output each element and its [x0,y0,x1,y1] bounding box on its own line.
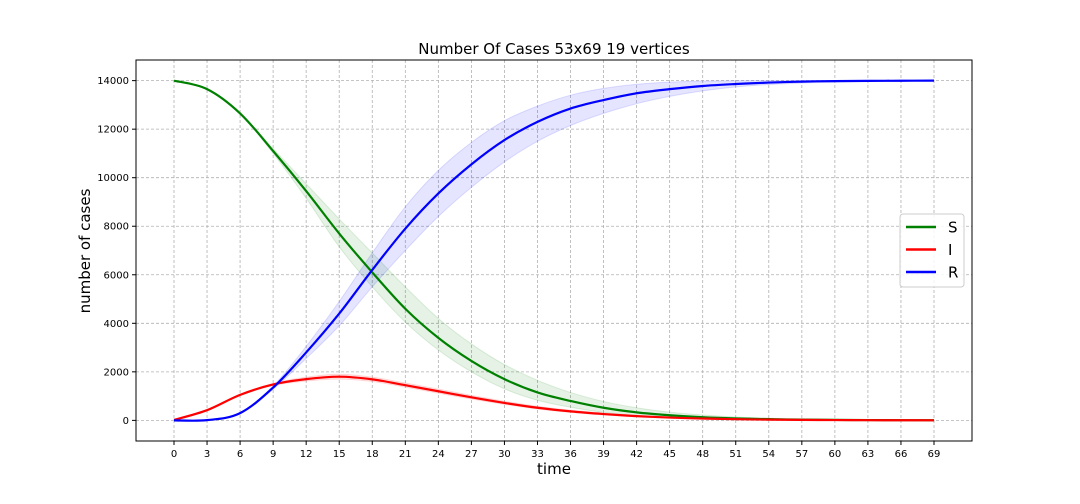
x-tick-label: 18 [366,449,379,460]
x-tick-label: 27 [465,449,478,460]
y-tick-label: 12000 [97,125,129,136]
y-tick-label: 14000 [97,76,129,87]
x-tick-label: 0 [171,449,177,460]
x-tick-label: 60 [829,449,842,460]
x-tick-label: 21 [399,449,412,460]
x-tick-label: 36 [564,449,577,460]
x-tick-label: 63 [862,449,875,460]
plot-frame [135,59,973,442]
x-tick-label: 24 [432,449,445,460]
chart-title: Number Of Cases 53x69 19 vertices [418,40,690,58]
y-tick-label: 2000 [104,367,129,378]
legend-label-i: I [948,241,952,259]
x-tick-label: 42 [630,449,643,460]
tick-layer: 0 3 6 9 12 15 18 21 24 27 30 33 36 39 42 45 48 51 54 57 60 63… [97,76,940,460]
series-line-r [173,79,935,422]
grid-layer [136,60,972,441]
y-tick-label: 0 [123,416,129,427]
x-tick-label: 57 [795,449,808,460]
y-tick-label: 10000 [97,173,129,184]
y-tick-label: 8000 [104,222,129,233]
x-tick-label: 66 [895,449,908,460]
x-tick-label: 9 [270,449,276,460]
x-tick-label: 48 [696,449,709,460]
x-tick-label: 12 [300,449,313,460]
legend: SIR [899,213,965,288]
x-tick-label: 30 [498,449,511,460]
x-tick-label: 6 [237,449,243,460]
x-tick-label: 54 [762,449,775,460]
x-axis-label: time [537,460,571,478]
x-tick-label: 33 [531,449,544,460]
y-axis-label: number of cases [76,188,94,313]
y-tick-label: 4000 [104,319,129,330]
x-tick-label: 69 [928,449,941,460]
x-tick-label: 45 [663,449,676,460]
x-tick-label: 51 [729,449,742,460]
x-tick-label: 39 [597,449,610,460]
x-tick-label: 3 [204,449,210,460]
series-line-i [173,375,935,422]
legend-label-s: S [948,219,958,237]
series-lines [173,79,935,422]
y-tick-label: 6000 [104,270,129,281]
legend-label-r: R [948,264,958,282]
x-tick-label: 15 [333,449,346,460]
